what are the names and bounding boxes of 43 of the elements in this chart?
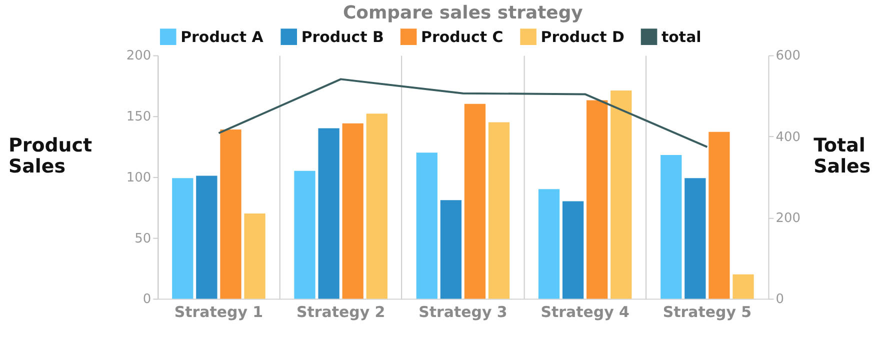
y2-tick-label: 600 — [776, 48, 800, 64]
bar — [488, 122, 510, 299]
bar — [440, 200, 462, 299]
bar — [538, 189, 560, 299]
bar — [294, 170, 316, 299]
bar — [220, 129, 242, 299]
bar — [366, 114, 388, 299]
y-axis-title: Product Sales — [8, 134, 92, 178]
bar — [732, 274, 754, 299]
y-tick-label: 200 — [126, 48, 152, 64]
bar — [708, 132, 730, 299]
chart-title: Compare sales strategy — [343, 2, 584, 24]
legend-label: Product C — [421, 28, 504, 46]
legend-label: Product D — [540, 28, 624, 46]
bar — [318, 128, 340, 299]
bar — [684, 178, 706, 299]
bar — [416, 152, 438, 299]
bar — [342, 123, 364, 299]
bar — [196, 176, 218, 299]
x-tick-label: Strategy 2 — [296, 303, 386, 322]
x-tick-label: Strategy 3 — [418, 303, 508, 322]
legend-label: Product B — [301, 28, 384, 46]
y-tick-label: 150 — [126, 110, 152, 125]
y2-tick-label: 400 — [776, 130, 800, 145]
bar — [586, 100, 608, 299]
y-tick-label: 50 — [134, 231, 152, 246]
x-tick-label: Strategy 5 — [662, 303, 752, 322]
legend-label: total — [661, 28, 702, 46]
x-tick-label: Strategy 4 — [540, 303, 630, 322]
y-tick-label: 0 — [142, 292, 152, 308]
y2-tick-label: 0 — [776, 292, 784, 308]
y2-tick-label: 200 — [776, 211, 800, 226]
line-series — [218, 78, 708, 148]
x-tick-label: Strategy 1 — [174, 303, 264, 322]
legend-label: Product A — [180, 28, 264, 46]
bar — [660, 155, 682, 299]
bar — [610, 90, 632, 299]
bar — [562, 201, 584, 299]
bar — [172, 178, 194, 299]
bar — [464, 104, 486, 299]
y2-axis-title: Total Sales — [814, 134, 871, 178]
y-tick-label: 100 — [126, 170, 152, 186]
bar — [244, 213, 266, 299]
